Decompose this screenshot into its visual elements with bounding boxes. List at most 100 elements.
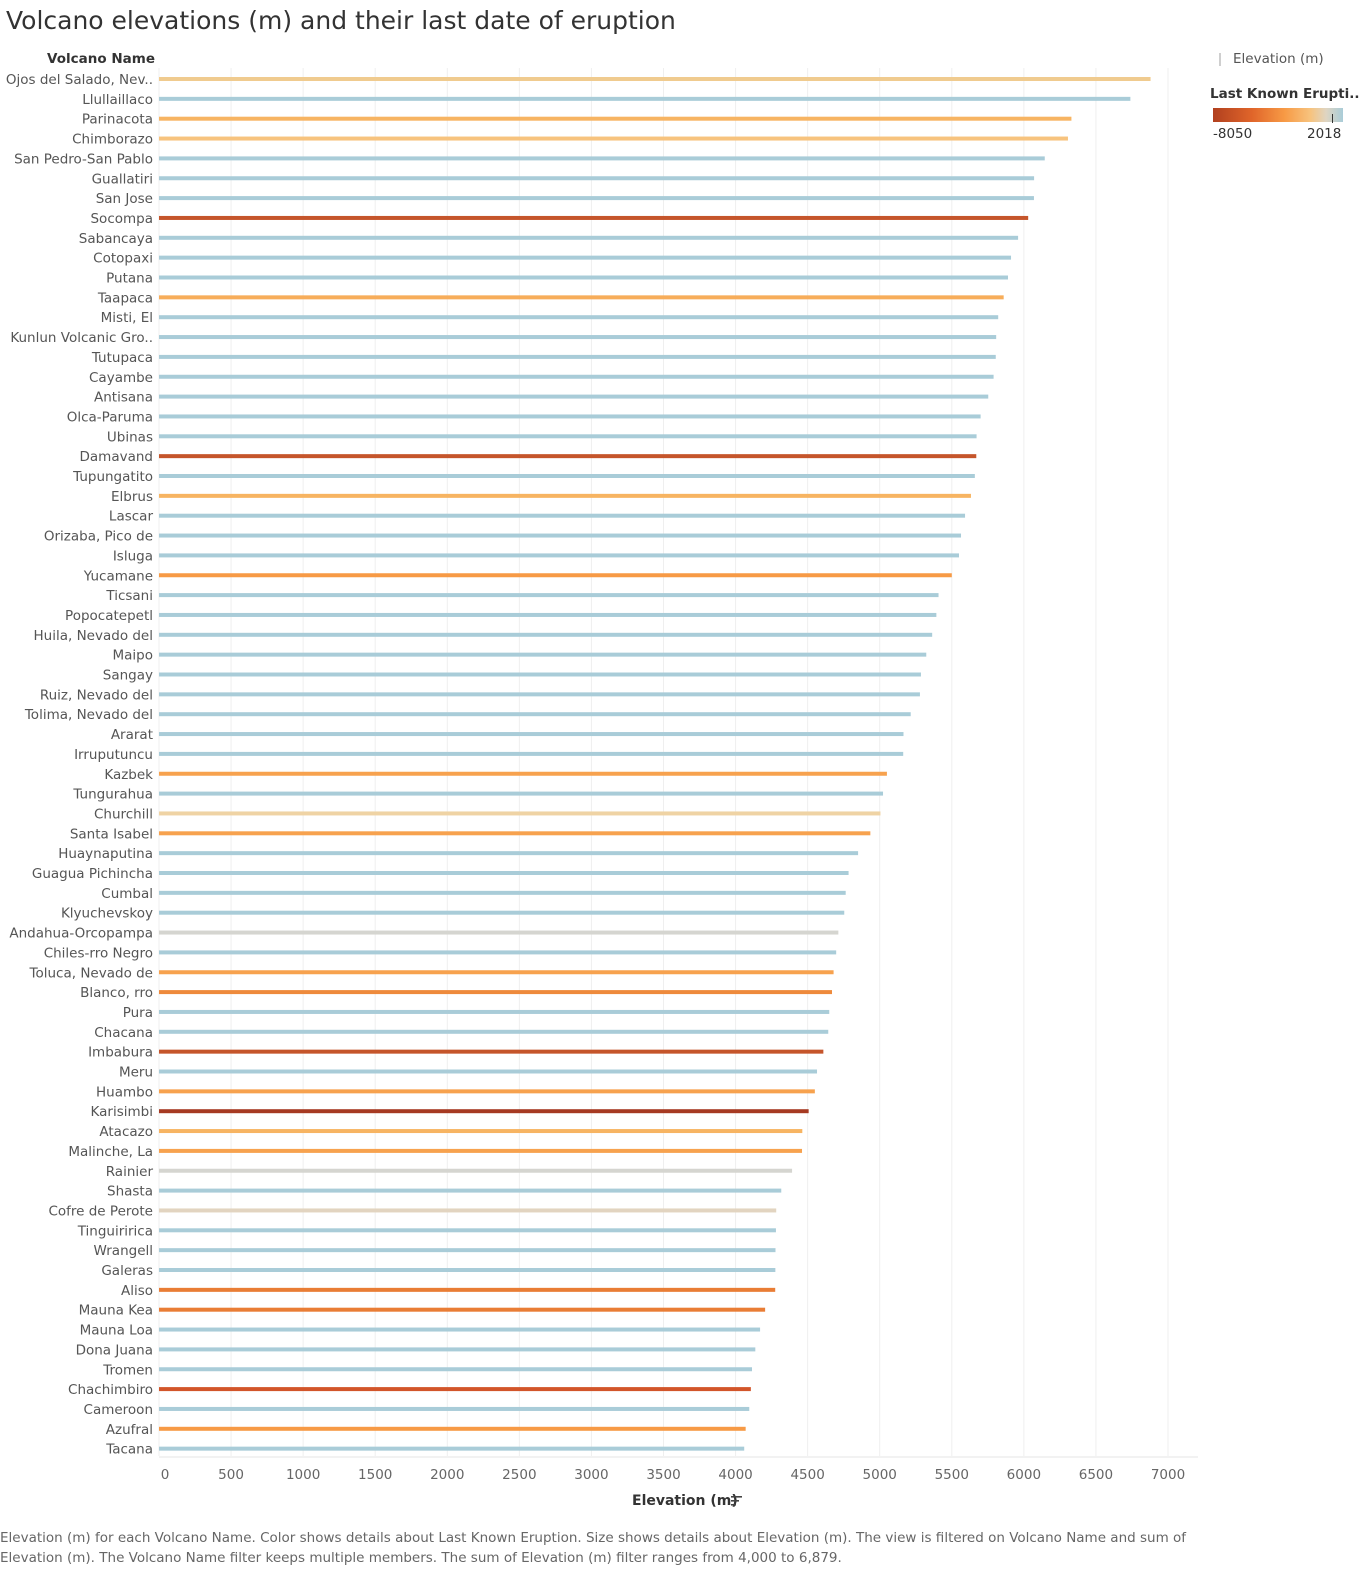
bar[interactable] (159, 394, 989, 399)
color-ramp-tick (1332, 114, 1333, 123)
bar[interactable] (159, 77, 1151, 81)
bar[interactable] (159, 791, 884, 796)
bar[interactable] (159, 692, 920, 697)
sort-icon[interactable] (731, 1495, 743, 1507)
bar[interactable] (159, 950, 837, 955)
bar[interactable] (159, 1089, 815, 1094)
bar[interactable] (159, 1426, 746, 1431)
bar[interactable] (159, 652, 927, 657)
bar[interactable] (159, 1268, 776, 1272)
volcano-name-label: Huambo (96, 1084, 153, 1100)
bar[interactable] (159, 354, 996, 359)
bar[interactable] (159, 1109, 809, 1114)
bar[interactable] (159, 831, 871, 836)
bar[interactable] (159, 990, 833, 995)
x-tick-label: 2000 (430, 1467, 464, 1483)
bar[interactable] (159, 593, 939, 598)
x-axis-label[interactable]: Elevation (m) (632, 1493, 738, 1509)
bar[interactable] (159, 1129, 803, 1134)
bar[interactable] (159, 970, 834, 975)
bar[interactable] (159, 235, 1019, 240)
bar[interactable] (159, 1387, 751, 1392)
bar[interactable] (159, 1049, 824, 1054)
volcano-name-label: Irruputuncu (74, 747, 153, 763)
bar[interactable] (159, 871, 849, 875)
bar[interactable] (159, 136, 1068, 141)
volcano-name-label: Huila, Nevado del (34, 628, 153, 644)
bar[interactable] (159, 553, 959, 558)
bar[interactable] (159, 1347, 756, 1352)
bar[interactable] (159, 1009, 830, 1014)
volcano-name-label: Misti, El (101, 310, 153, 326)
bar[interactable] (159, 1208, 777, 1213)
bar[interactable] (159, 811, 881, 816)
bar[interactable] (159, 930, 839, 935)
bar[interactable] (159, 434, 977, 439)
bar[interactable] (159, 1188, 782, 1193)
volcano-name-label: Parinacota (82, 112, 153, 128)
bar[interactable] (159, 374, 994, 379)
volcano-name-label: Yucamane (83, 568, 153, 584)
bar[interactable] (159, 493, 971, 498)
bar[interactable] (159, 1069, 818, 1074)
x-tick-label: 4500 (790, 1467, 824, 1483)
bar[interactable] (159, 275, 1009, 280)
bar[interactable] (159, 732, 904, 737)
bar[interactable] (159, 1367, 753, 1372)
bar[interactable] (159, 751, 904, 756)
bar[interactable] (159, 295, 1004, 300)
volcano-name-label: Lascar (109, 509, 154, 525)
volcano-name-label: Galeras (101, 1263, 153, 1279)
bar[interactable] (159, 1287, 776, 1292)
x-tick-label: 1500 (358, 1467, 392, 1483)
bar[interactable] (159, 474, 975, 478)
volcano-name-label: Kunlun Volcanic Gro.. (10, 330, 153, 346)
volcano-name-label: Atacazo (99, 1124, 153, 1140)
volcano-name-label: Sangay (103, 668, 153, 684)
volcano-name-label: Ararat (111, 727, 153, 743)
bar[interactable] (159, 1148, 803, 1153)
volcano-name-label: Mauna Kea (79, 1303, 153, 1319)
bar[interactable] (159, 215, 1029, 220)
bar[interactable] (159, 771, 887, 776)
row-header[interactable]: Volcano Name (47, 51, 155, 67)
bar[interactable] (159, 96, 1131, 101)
bar[interactable] (159, 1168, 793, 1173)
bar[interactable] (159, 1327, 761, 1332)
x-tick-label: 5000 (863, 1467, 897, 1483)
bar[interactable] (159, 1248, 776, 1253)
bar[interactable] (159, 1446, 745, 1451)
volcano-name-label: Churchill (94, 806, 153, 822)
bar[interactable] (159, 176, 1035, 181)
bar[interactable] (159, 612, 937, 617)
bar[interactable] (159, 910, 845, 915)
volcano-name-label: Antisana (94, 390, 153, 406)
volcano-name-label: San Pedro-San Pablo (14, 151, 153, 167)
bar[interactable] (159, 156, 1045, 161)
bar[interactable] (159, 513, 966, 518)
bar[interactable] (159, 890, 846, 895)
bar[interactable] (159, 414, 981, 419)
bar[interactable] (159, 255, 1012, 260)
bar[interactable] (159, 851, 859, 856)
bar[interactable] (159, 196, 1034, 201)
bar[interactable] (159, 533, 962, 538)
volcano-name-label: Tinguiririca (77, 1223, 153, 1239)
bar[interactable] (159, 454, 977, 459)
bar[interactable] (159, 1228, 776, 1233)
bar[interactable] (159, 1307, 766, 1312)
bar[interactable] (159, 315, 999, 320)
bar[interactable] (159, 1406, 750, 1411)
volcano-name-label: Llullaillaco (82, 92, 153, 108)
bar[interactable] (159, 632, 933, 637)
volcano-name-label: Malinche, La (68, 1144, 153, 1160)
bar[interactable] (159, 573, 952, 578)
color-legend-title: Last Known Erupti.. (1210, 86, 1360, 102)
bar[interactable] (159, 672, 921, 677)
bar[interactable] (159, 335, 997, 340)
bar[interactable] (159, 712, 911, 717)
volcano-name-label: Pura (123, 1005, 153, 1021)
bar[interactable] (159, 116, 1072, 121)
bar[interactable] (159, 1029, 829, 1034)
volcano-name-label: Imbabura (88, 1045, 153, 1061)
